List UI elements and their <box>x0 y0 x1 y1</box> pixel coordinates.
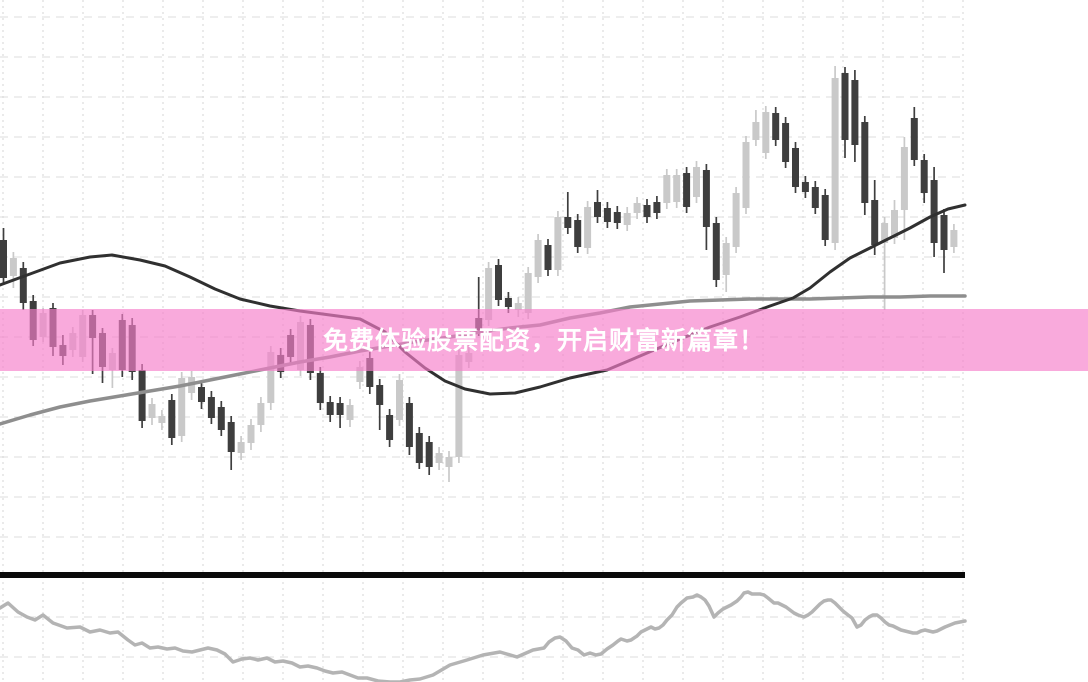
promo-banner: 免费体验股票配资，开启财富新篇章！ <box>0 309 1088 371</box>
candles-layer <box>0 66 958 482</box>
indicator-line <box>0 590 967 682</box>
promo-banner-text: 免费体验股票配资，开启财富新篇章！ <box>322 325 765 355</box>
ma-fast-line <box>0 203 967 396</box>
pane-divider-line <box>0 572 965 578</box>
